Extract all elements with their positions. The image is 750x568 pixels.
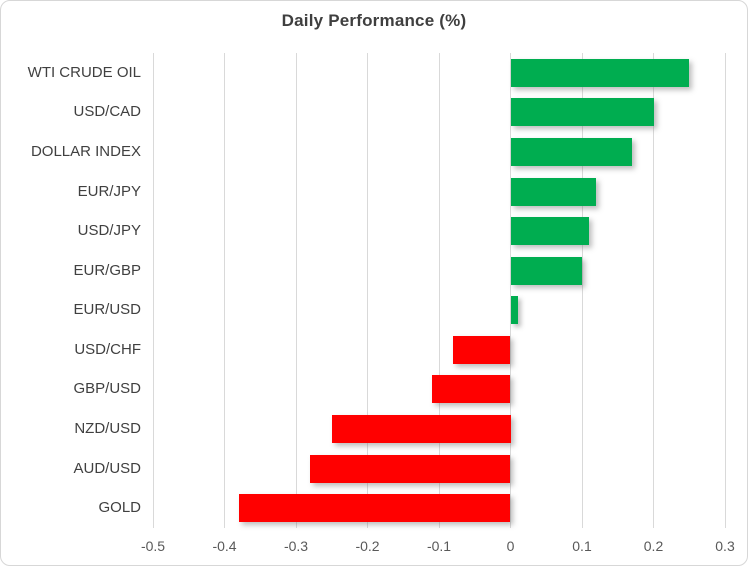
- category-axis-labels: WTI CRUDE OIL USD/CAD DOLLAR INDEX EUR/JPY U…: [1, 53, 141, 528]
- x-axis-tick-labels: -0.5 -0.4 -0.3 -0.2 -0.1 0 0.1 0.2 0.3: [141, 528, 735, 558]
- x-tick-label-0: 0: [506, 538, 515, 554]
- bar-gold: [238, 494, 511, 523]
- category-label-aud-usd: AUD/USD: [73, 459, 141, 477]
- x-tick-label--0.3: -0.3: [283, 538, 309, 554]
- category-label-gold: GOLD: [98, 499, 141, 517]
- category-label-gbp-usd: GBP/USD: [73, 380, 141, 398]
- bar-nzd-usd: [331, 415, 511, 444]
- gridline--0.5: [152, 53, 154, 528]
- category-label-nzd-usd: NZD/USD: [74, 420, 141, 438]
- x-tick-label-0.3: 0.3: [715, 538, 735, 554]
- gridline--0.1: [438, 53, 440, 528]
- bar-gbp-usd: [431, 375, 511, 404]
- gridline--0.4: [224, 53, 225, 528]
- chart-title: Daily Performance (%): [281, 11, 467, 30]
- category-label-eur-gbp: EUR/GBP: [73, 261, 141, 279]
- gridline-0: [510, 53, 511, 528]
- plot-area: [152, 53, 726, 528]
- category-label-usd-jpy: USD/JPY: [77, 222, 141, 240]
- bar-usd-chf: [453, 335, 511, 364]
- x-tick-label--0.2: -0.2: [355, 538, 380, 554]
- gridline-0.2: [653, 53, 654, 528]
- category-label-dollar-index: DOLLAR INDEX: [30, 142, 141, 160]
- x-tick-label-0.2: 0.2: [643, 538, 664, 554]
- gridline--0.2: [367, 53, 368, 528]
- x-tick-label-0.1: 0.1: [572, 538, 592, 554]
- gridline-0.1: [581, 53, 583, 528]
- bar-dollar-index: [510, 137, 633, 166]
- category-label-usd-cad: USD/CAD: [73, 103, 141, 121]
- x-tick-label--0.5: -0.5: [140, 538, 166, 554]
- category-label-eur-usd: EUR/USD: [73, 301, 141, 319]
- bar-eur-jpy: [510, 177, 597, 206]
- category-label-usd-chf: USD/CHF: [74, 340, 141, 358]
- category-label-eur-jpy: EUR/JPY: [77, 182, 141, 200]
- gridline--0.3: [295, 53, 297, 528]
- bar-eur-gbp: [510, 256, 582, 285]
- bar-aud-usd: [310, 454, 511, 483]
- x-tick-label--0.1: -0.1: [426, 538, 452, 554]
- bar-eur-usd: [510, 296, 518, 325]
- bar-usd-cad: [510, 98, 654, 127]
- bar-usd-jpy: [510, 217, 590, 246]
- gridline-0.3: [724, 53, 726, 528]
- category-label-wti-crude-oil: WTI CRUDE OIL: [27, 63, 141, 81]
- bar-wti-crude-oil: [510, 58, 690, 87]
- x-tick-label--0.4: -0.4: [212, 538, 237, 554]
